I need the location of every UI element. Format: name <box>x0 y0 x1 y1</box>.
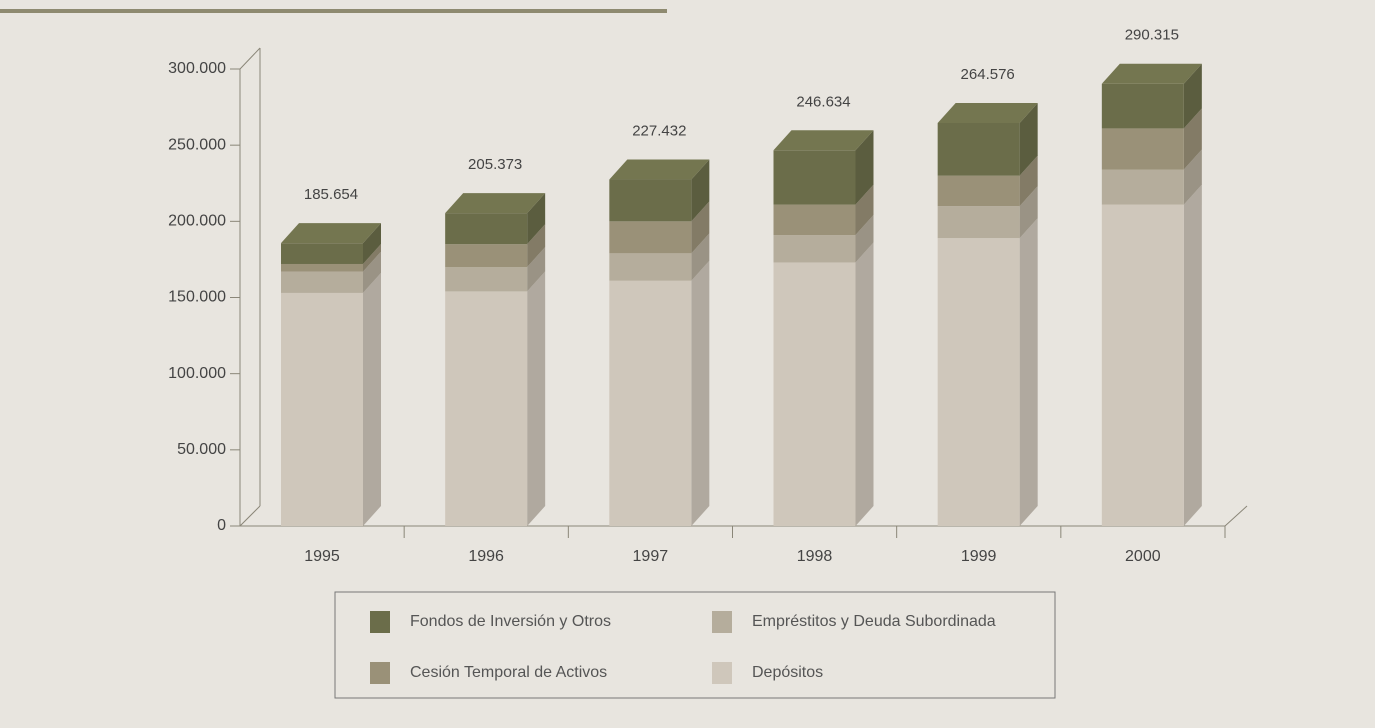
bar <box>773 204 856 236</box>
total-label: 227.432 <box>632 123 686 140</box>
bar-side <box>1183 149 1202 205</box>
legend-swatch <box>712 611 732 633</box>
bar-side <box>527 271 546 526</box>
y-tick-label: 250.000 <box>168 136 226 153</box>
bar-top <box>937 102 1038 123</box>
x-tick-label: 1995 <box>304 548 340 565</box>
bar <box>281 292 363 526</box>
x-tick-label: 1998 <box>797 548 833 565</box>
bar-side <box>1183 108 1202 170</box>
bar <box>773 262 856 526</box>
bar <box>1101 169 1184 205</box>
bar <box>445 291 528 526</box>
y-tick-label: 100.000 <box>168 365 226 382</box>
bar <box>281 243 363 264</box>
legend-label: Empréstitos y Deuda Subordinada <box>752 613 996 630</box>
y-tick-label: 300.000 <box>168 60 226 77</box>
bar-side <box>363 272 381 526</box>
legend-swatch <box>370 662 390 684</box>
total-label: 264.576 <box>961 66 1015 83</box>
bar <box>1101 204 1184 526</box>
header-rule <box>0 9 667 13</box>
bar-side <box>527 193 546 245</box>
bar <box>445 244 528 268</box>
bar-side <box>1019 186 1038 239</box>
total-label: 290.315 <box>1125 27 1179 44</box>
bar-side <box>1019 102 1038 176</box>
bar <box>937 122 1020 176</box>
x-tick-label: 1997 <box>633 548 669 565</box>
x-tick-label: 1999 <box>961 548 997 565</box>
legend-swatch <box>370 611 390 633</box>
bar-top <box>609 159 710 180</box>
legend-swatch <box>712 662 732 684</box>
bar-side <box>363 223 381 264</box>
bar-top <box>1101 63 1202 84</box>
bar-side <box>855 130 874 205</box>
bar <box>773 150 856 205</box>
bar <box>281 271 363 293</box>
bar-side <box>1019 218 1038 526</box>
bar <box>609 253 692 281</box>
bar <box>445 213 528 245</box>
x-tick-label: 2000 <box>1125 548 1161 565</box>
bar-side <box>691 260 710 526</box>
legend-label: Cesión Temporal de Activos <box>410 664 607 681</box>
bar <box>937 175 1020 207</box>
bar <box>1101 128 1184 170</box>
bar-top <box>445 193 546 214</box>
bar-side <box>691 159 710 222</box>
total-label: 185.654 <box>304 186 358 203</box>
bar-side <box>691 233 710 281</box>
y-tick-label: 0 <box>217 517 226 534</box>
legend-label: Fondos de Inversión y Otros <box>410 613 611 630</box>
bar-side <box>527 224 546 268</box>
y-tick-label: 50.000 <box>177 441 226 458</box>
legend-box <box>334 591 1056 699</box>
bar-side <box>855 184 874 236</box>
bar <box>609 280 692 526</box>
legend-label: Depósitos <box>752 664 823 681</box>
bar-side <box>691 201 710 254</box>
bar-top <box>281 223 381 244</box>
bar-side <box>855 215 874 263</box>
bar-top <box>773 130 874 151</box>
total-label: 246.634 <box>796 93 850 110</box>
bar-side <box>1183 63 1202 129</box>
y-tick-label: 150.000 <box>168 289 226 306</box>
bar <box>773 235 856 263</box>
bar-side <box>527 247 546 292</box>
bar <box>937 238 1020 526</box>
bar-side <box>855 242 874 527</box>
bar <box>937 206 1020 239</box>
total-label: 205.373 <box>468 156 522 173</box>
bar-side <box>1019 155 1038 207</box>
bar-side <box>1183 184 1202 526</box>
bar <box>609 221 692 254</box>
y-tick-label: 200.000 <box>168 213 226 230</box>
bar <box>609 179 692 222</box>
bar-side <box>363 251 381 293</box>
bar <box>281 263 363 272</box>
bar <box>1101 83 1184 129</box>
x-tick-label: 1996 <box>468 548 504 565</box>
bar-side <box>363 243 381 272</box>
bar <box>445 267 528 292</box>
